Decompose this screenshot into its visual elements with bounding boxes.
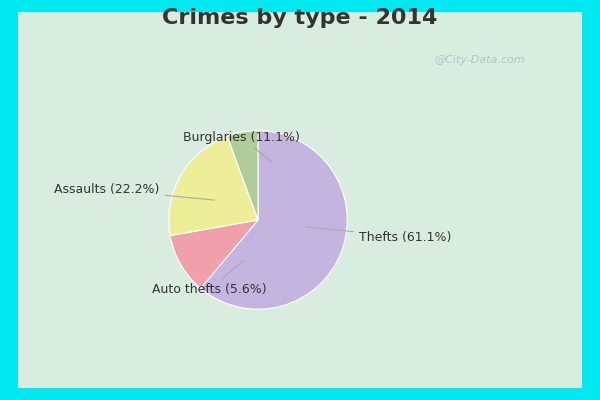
Text: Crimes by type - 2014: Crimes by type - 2014	[163, 8, 437, 28]
Text: @City-Data.com: @City-Data.com	[434, 55, 526, 65]
Wedge shape	[170, 220, 258, 288]
Text: Thefts (61.1%): Thefts (61.1%)	[307, 227, 451, 244]
Text: Auto thefts (5.6%): Auto thefts (5.6%)	[152, 260, 267, 296]
Wedge shape	[227, 131, 258, 220]
Text: Assaults (22.2%): Assaults (22.2%)	[54, 183, 215, 200]
Wedge shape	[201, 131, 347, 309]
Text: Burglaries (11.1%): Burglaries (11.1%)	[182, 131, 299, 162]
Wedge shape	[169, 136, 258, 236]
